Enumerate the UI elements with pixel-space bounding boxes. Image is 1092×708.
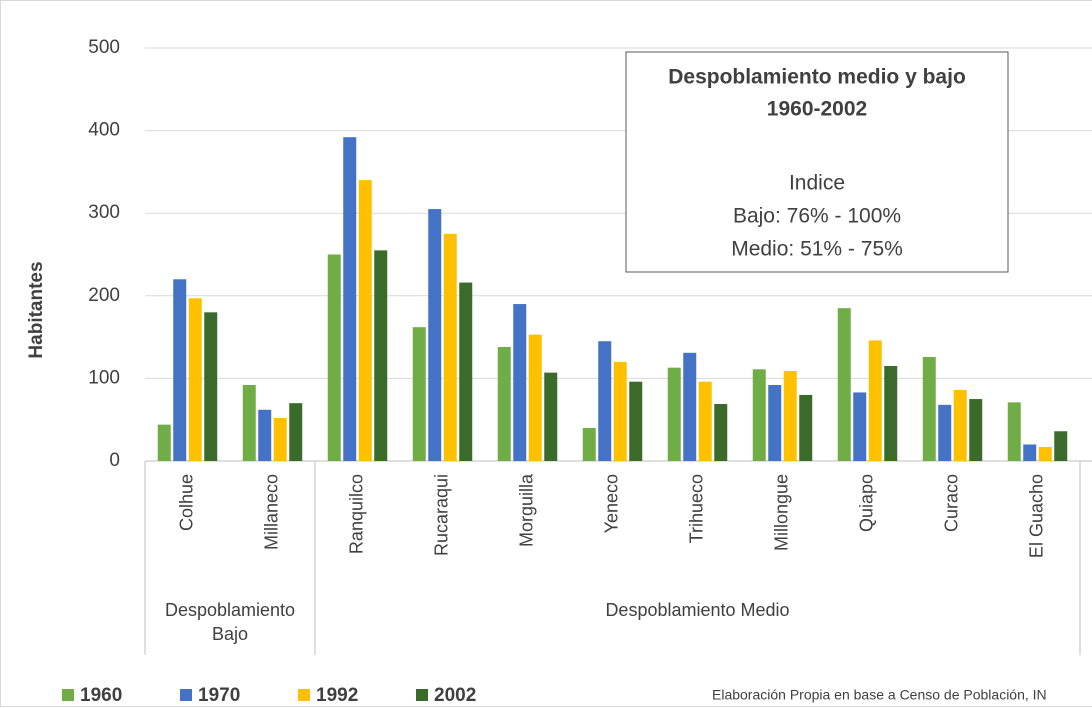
legend-swatch (62, 689, 74, 701)
y-axis-label: Habitantes (26, 261, 47, 358)
group-label: Despoblamiento Bajo (164, 600, 296, 644)
bar (868, 340, 882, 461)
bar (513, 304, 527, 461)
bar (698, 381, 712, 461)
bar (497, 347, 511, 461)
bar (374, 250, 388, 461)
bar (173, 279, 187, 461)
bar (799, 394, 813, 461)
bar (853, 392, 867, 461)
bar (273, 418, 287, 461)
bar (528, 334, 542, 461)
inset-box (625, 51, 1009, 273)
y-tick-label: 500 (88, 37, 120, 58)
bar (289, 403, 303, 461)
x-tick-label: Yeneco (601, 474, 621, 533)
group-label: Despoblamiento Medio (605, 600, 790, 620)
inset-line: Indice (789, 172, 845, 195)
x-tick-label: Millongue (771, 474, 791, 551)
bar (922, 356, 936, 461)
bar (683, 352, 697, 461)
y-tick-label: 300 (88, 202, 120, 223)
bar (188, 298, 202, 461)
x-tick-label: El Guacho (1026, 474, 1046, 558)
bar (544, 372, 558, 461)
inset-title: 1960-2002 (767, 98, 867, 121)
x-tick-label: Millaneco (261, 474, 281, 550)
bar (884, 366, 898, 461)
bar (242, 385, 256, 461)
bar (343, 137, 357, 461)
y-tick-label: 0 (109, 450, 120, 471)
bar (1038, 446, 1052, 461)
bar (752, 369, 766, 461)
bar (613, 361, 627, 461)
legend-swatch (298, 689, 310, 701)
legend-label: 2002 (434, 685, 476, 706)
bar (412, 327, 426, 461)
inset-line: Medio: 51% - 75% (731, 238, 903, 261)
bar (459, 282, 473, 461)
bar (157, 424, 171, 461)
legend-swatch (416, 689, 428, 701)
y-tick-label: 100 (88, 367, 120, 388)
x-tick-label: Trihueco (686, 474, 706, 543)
bar (258, 409, 272, 461)
bar (714, 404, 728, 461)
y-tick-label: 400 (88, 120, 120, 141)
bar (358, 180, 372, 461)
source-note: Elaboración Propia en base a Censo de Po… (712, 687, 1047, 703)
inset-line: Bajo: 76% - 100% (733, 205, 901, 228)
bar (667, 367, 681, 461)
bar (783, 370, 797, 461)
y-tick-label: 200 (88, 285, 120, 306)
bar (629, 381, 643, 461)
bar (598, 341, 612, 461)
legend-label: 1992 (316, 685, 358, 706)
x-tick-label: Colhue (176, 474, 196, 531)
bar (204, 312, 218, 461)
bar (582, 427, 596, 461)
bar (1054, 431, 1068, 461)
inset-title: Despoblamiento medio y bajo (668, 66, 966, 89)
bar (837, 308, 851, 461)
bar (768, 385, 782, 461)
bar (443, 233, 457, 461)
bar (1007, 402, 1021, 461)
bar (969, 399, 983, 461)
bar (953, 389, 967, 461)
bar (938, 404, 952, 461)
x-tick-label: Ranquilco (346, 474, 366, 554)
legend-label: 1970 (198, 685, 240, 706)
legend-label: 1960 (80, 685, 122, 706)
x-tick-label: Curaco (941, 474, 961, 532)
bar (327, 254, 341, 461)
bar (1023, 444, 1037, 461)
bar (428, 209, 442, 461)
legend-swatch (180, 689, 192, 701)
x-tick-label: Rucaraqui (431, 474, 451, 556)
x-tick-label: Morguilla (516, 473, 536, 547)
x-tick-label: Quiapo (856, 474, 876, 532)
